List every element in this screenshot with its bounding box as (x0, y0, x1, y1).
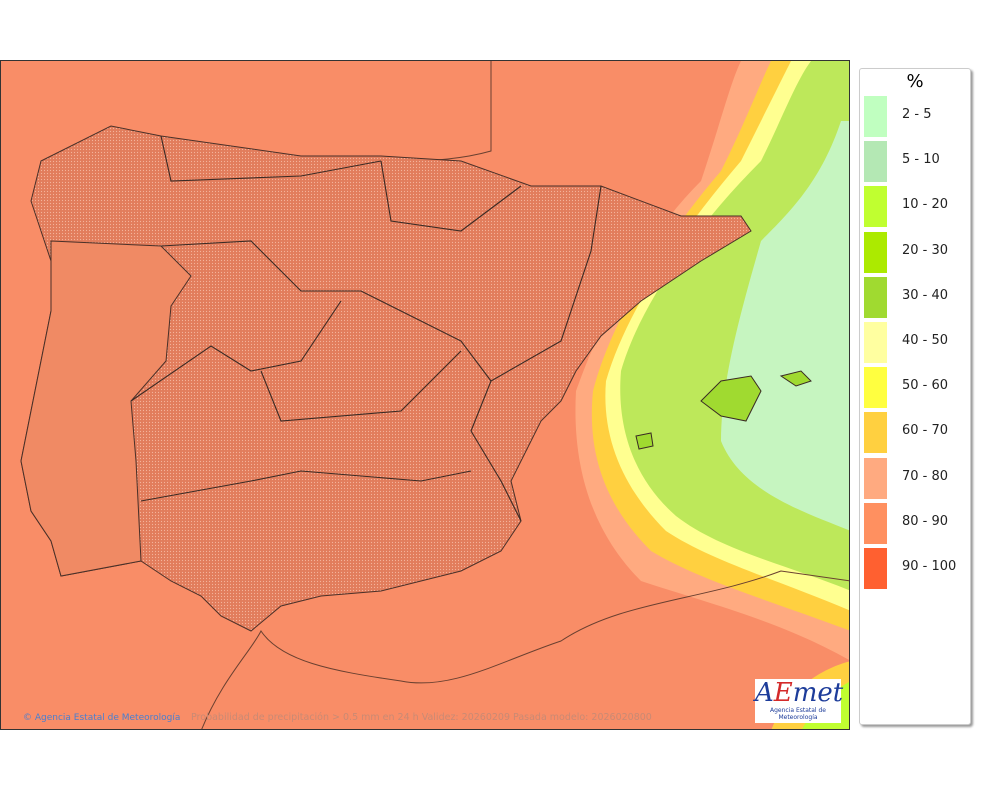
legend-label: 40 - 50 (902, 333, 949, 348)
legend-swatch (864, 141, 887, 183)
legend-label: 90 - 100 (902, 559, 957, 574)
legend-swatch (864, 457, 887, 499)
legend-swatch (864, 548, 887, 589)
legend-swatch (864, 231, 887, 273)
precipitation-probability-map[interactable]: © Agencia Estatal de Meteorología Probab… (0, 60, 850, 730)
legend-swatch (864, 322, 887, 363)
legend-swatch (864, 502, 887, 544)
copyright-credit[interactable]: © Agencia Estatal de Meteorología (23, 713, 181, 723)
region-borders (130, 135, 602, 522)
logo-mark: AEmet (755, 678, 844, 708)
balearic-islands (635, 370, 812, 450)
legend-label: 20 - 30 (902, 242, 949, 258)
legend-label: 50 - 60 (902, 378, 949, 394)
legend-label: 70 - 80 (902, 468, 949, 484)
legend-swatch (864, 96, 887, 137)
aemet-logo: AEmet Agencia Estatal de Meteorología (755, 678, 844, 723)
legend-swatch (864, 276, 887, 318)
legend-label: 10 - 20 (902, 197, 949, 213)
map-caption: Probabilidad de precipitación > 0.5 mm e… (191, 712, 652, 723)
legend-swatch (864, 412, 887, 454)
legend-label: 80 - 90 (902, 513, 949, 529)
africa-coast (201, 570, 849, 729)
logo-subtitle: Agencia Estatal de Meteorología (769, 707, 826, 721)
legend-swatch (864, 367, 887, 409)
legend: % 2 - 5 5 - 10 10 - 20 20 - 30 30 - 40 40 - 5… (859, 68, 971, 725)
legend-label: 5 - 10 (902, 152, 940, 168)
legend-label: 2 - 5 (902, 107, 932, 122)
legend-label: 30 - 40 (902, 287, 949, 303)
legend-swatch (864, 186, 887, 228)
legend-label: 60 - 70 (902, 423, 949, 439)
portugal (20, 240, 192, 577)
legend-unit: % (906, 71, 924, 92)
